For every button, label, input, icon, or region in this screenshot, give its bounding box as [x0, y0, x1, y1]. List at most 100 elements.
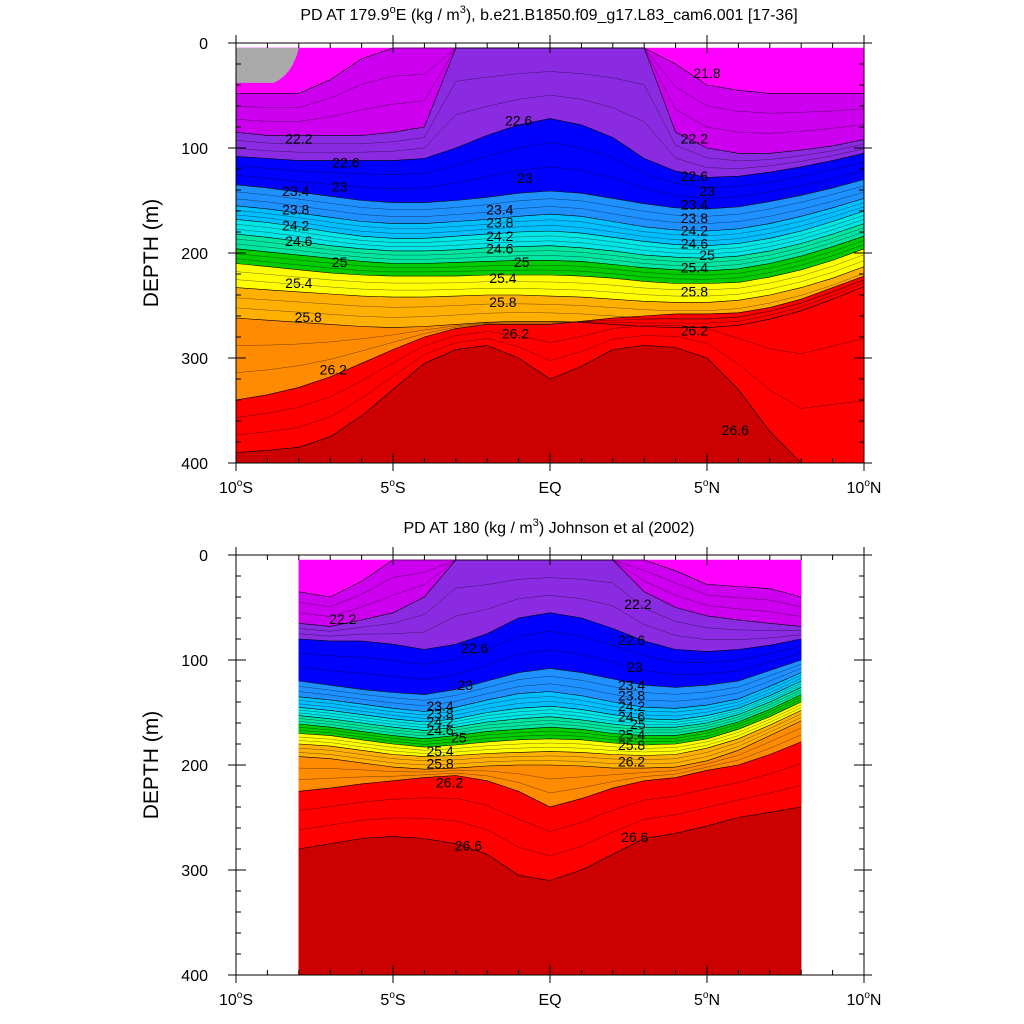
- contour-label: 25: [514, 254, 530, 270]
- contour-fill: [298, 559, 802, 976]
- x-tick-label: 10oS: [219, 990, 253, 1009]
- isopycnal-line: [235, 191, 865, 224]
- isopycnal-line: [235, 206, 865, 242]
- isopycnal-line: [298, 713, 802, 762]
- contour-label: 23: [627, 659, 643, 675]
- title-observed: PD AT 180 (kg / m3) Johnson et al (2002): [403, 517, 694, 537]
- isopycnal-line: [298, 680, 802, 723]
- isopycnal-line: [298, 707, 802, 754]
- y-tick-label: 200: [181, 246, 208, 263]
- isopycnal-line: [298, 696, 802, 742]
- isopycnal-line: [298, 659, 802, 695]
- contour-label: 22.6: [618, 632, 645, 648]
- contour-label: 23.8: [618, 688, 645, 704]
- contour-label: 23.8: [486, 214, 513, 230]
- isopycnal-line: [235, 286, 865, 328]
- contour-label: 23.8: [426, 705, 453, 721]
- contour-label: 22.6: [681, 168, 708, 184]
- contour-label: 24.2: [282, 218, 309, 234]
- contour-label: 23.4: [681, 197, 708, 213]
- isopycnal-line: [298, 710, 802, 757]
- isopycnal-line: [235, 254, 865, 290]
- isopycnal-line: [235, 210, 865, 247]
- isopycnal-line: [235, 118, 865, 178]
- contour-label: 22.2: [285, 130, 312, 146]
- panel-model: PD AT 179.9oE (kg / m3), b.e21.B1850.f09…: [140, 4, 881, 497]
- isopycnal-line: [298, 631, 802, 665]
- isopycnal-line: [298, 692, 802, 737]
- isopycnal-line: [235, 219, 865, 255]
- isopycnal-line: [235, 345, 864, 464]
- x-tick-label: 10oN: [847, 478, 882, 497]
- contour-label: 26.6: [455, 838, 482, 854]
- contour-label: 23: [332, 179, 348, 195]
- isopycnal-line: [235, 185, 865, 217]
- y-tick-label: 400: [181, 456, 208, 473]
- isopycnal-line: [298, 672, 802, 712]
- missing-data-patch: [236, 48, 299, 83]
- contour-label: 22.6: [505, 113, 532, 129]
- contour-label: 25.8: [426, 756, 453, 772]
- isopycnal-line: [298, 727, 802, 780]
- contour-label: 25.4: [618, 726, 645, 742]
- contour-labels: 22.222.62323.423.824.224.62525.425.826.2…: [282, 65, 749, 438]
- contour-label: 26.2: [320, 361, 347, 377]
- isopycnal-line: [235, 166, 865, 199]
- y-tick-label: 200: [181, 758, 208, 775]
- isopycnal-line: [235, 244, 865, 280]
- isopycnal-line: [298, 699, 802, 745]
- isopycnal-line: [298, 717, 802, 766]
- contour-label: 25: [451, 730, 467, 746]
- isopycnal-line: [298, 806, 802, 881]
- contour-label: 25: [332, 254, 348, 270]
- isopycnal-line: [235, 279, 865, 373]
- isopycnal-line: [235, 266, 865, 303]
- contour-label: 24.2: [486, 228, 513, 244]
- isopycnal-line: [235, 71, 865, 162]
- panel-observed: PD AT 180 (kg / m3) Johnson et al (2002)…: [140, 517, 881, 1009]
- contour-labels: 22.222.62323.423.824.224.62525.425.826.2…: [329, 596, 652, 854]
- contour-label: 24.6: [618, 709, 645, 725]
- contour-label: 26.2: [502, 326, 529, 342]
- axis-ticks: [228, 547, 872, 983]
- contour-label: 25.4: [489, 270, 516, 286]
- contour-label: 26.2: [436, 775, 463, 791]
- isopycnal-line: [235, 324, 865, 418]
- isopycnal-line: [298, 704, 802, 751]
- contour-label: 24.6: [285, 233, 312, 249]
- contour-label: 23.8: [681, 210, 708, 226]
- contour-label: 26.6: [621, 829, 648, 845]
- isopycnal-line: [235, 227, 865, 263]
- contour-label: 23: [699, 183, 715, 199]
- contour-label: 25.8: [489, 294, 516, 310]
- isopycnal-line: [298, 785, 802, 857]
- isopycnal-line: [298, 685, 802, 728]
- isopycnal-line: [298, 741, 802, 808]
- isopycnal-line: [235, 94, 865, 169]
- isopycnal-line: [235, 231, 865, 267]
- isopycnal-line: [298, 682, 802, 726]
- isopycnal-line: [235, 142, 865, 189]
- contour-label: 26.2: [618, 754, 645, 770]
- x-tick-label: 5oS: [380, 990, 405, 1009]
- contour-label: 23.4: [486, 202, 513, 218]
- contour-label: 25.8: [618, 737, 645, 753]
- isopycnal-line: [235, 240, 865, 276]
- y-tick-label: 0: [199, 548, 208, 565]
- isopycnal-line: [235, 215, 865, 251]
- isopycnal-line: [298, 734, 802, 794]
- x-tick-label: 10oS: [219, 478, 253, 497]
- contour-label: 24.2: [618, 698, 645, 714]
- isopycnal-line: [298, 701, 802, 748]
- tick-labels: 10oS 5oS EQ 5oN 10oN 0 100 200 300 400: [181, 548, 881, 1009]
- contour-label: 24.2: [681, 223, 708, 239]
- isopycnal-line: [235, 282, 865, 346]
- ylabel-observed: DEPTH (m): [140, 711, 163, 820]
- isopycnal-line: [298, 577, 802, 632]
- contour-label: 23.8: [282, 202, 309, 218]
- contour-label: 21.8: [693, 65, 720, 81]
- isopycnal-line: [298, 612, 802, 652]
- contour-label: 25.8: [681, 284, 708, 300]
- contour-label: 23: [457, 677, 473, 693]
